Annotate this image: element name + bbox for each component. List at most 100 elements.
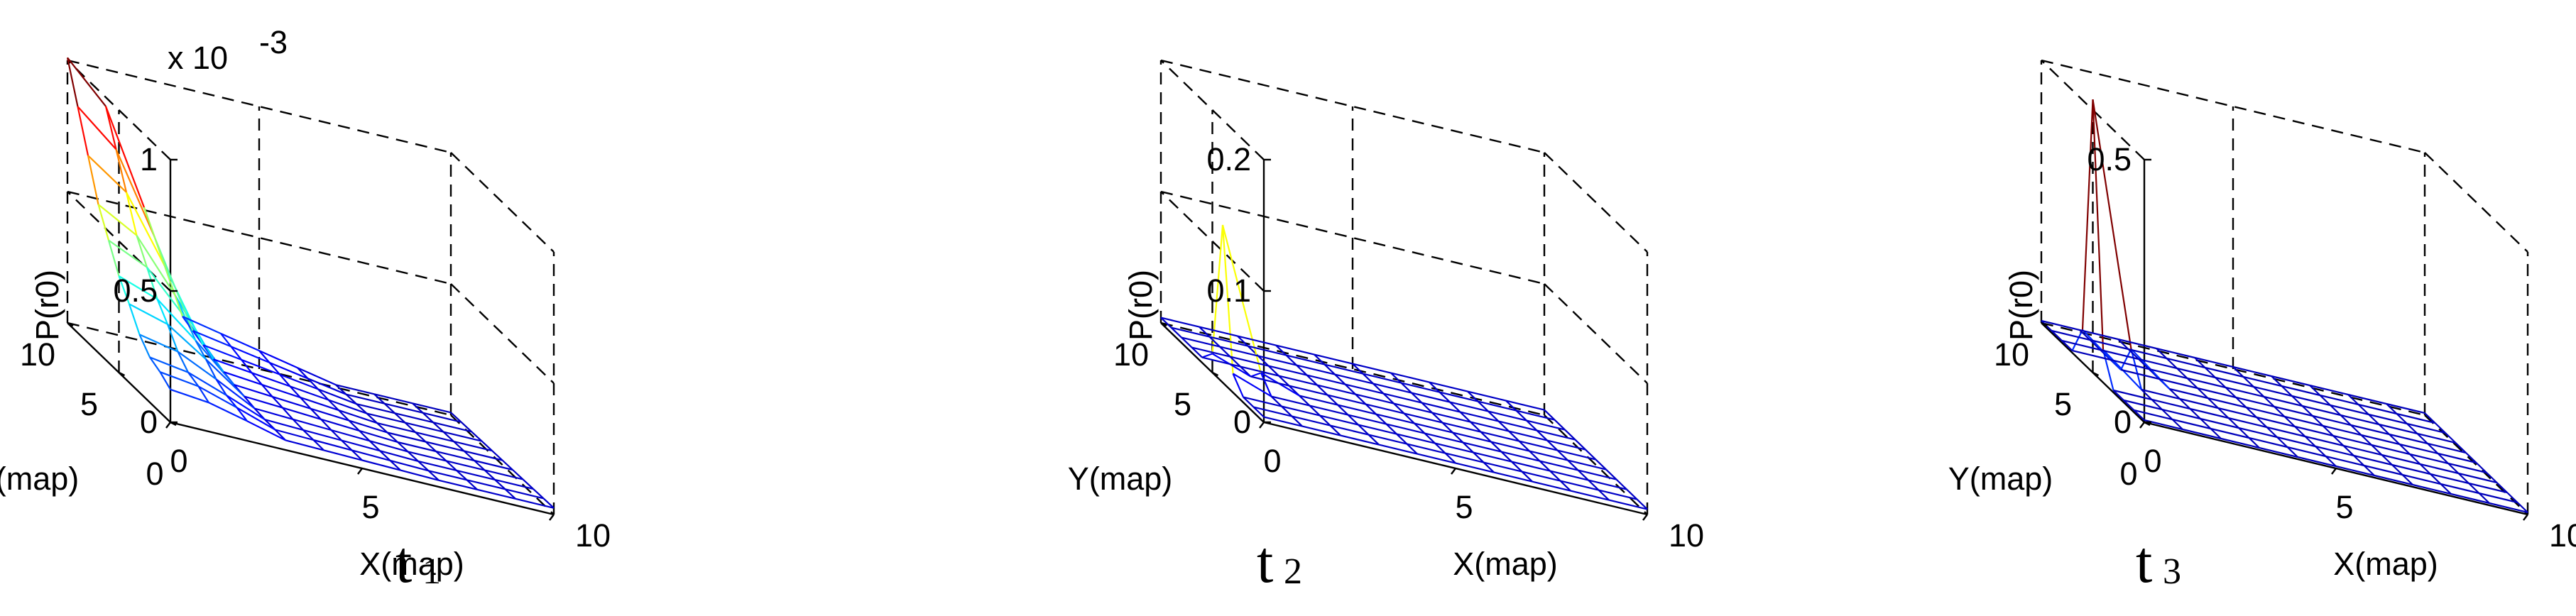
surface-mesh-line	[1444, 452, 1456, 464]
surface-mesh-line	[1289, 385, 1328, 396]
surface-mesh-line	[118, 275, 158, 300]
surface-mesh-line	[2217, 407, 2230, 419]
surface-mesh-line	[356, 403, 395, 414]
surface-mesh-line	[2123, 399, 2163, 411]
surface-mesh-line	[1526, 419, 1566, 431]
surface-mesh-line	[1309, 405, 1321, 417]
surface-mesh-line	[2332, 435, 2345, 446]
surface-mesh-line	[2130, 348, 2143, 390]
surface-mesh-line	[2286, 446, 2298, 458]
surface-mesh-line	[1577, 469, 1589, 481]
surface-mesh-line	[2353, 455, 2365, 466]
surface-mesh-line	[290, 385, 329, 401]
surface-mesh-line	[1560, 480, 1599, 491]
surface-mesh-line	[1467, 390, 1507, 402]
surface-mesh-line	[445, 460, 457, 471]
surface-mesh-line	[187, 372, 200, 387]
surface-mesh-line	[126, 192, 165, 267]
surface-mesh-line	[97, 204, 138, 236]
surface-mesh-line	[2357, 404, 2369, 415]
surface-mesh-line	[435, 451, 447, 462]
surface-mesh-line	[1326, 394, 1338, 406]
surface-mesh-line	[2182, 428, 2222, 440]
surface-mesh-line	[1237, 335, 1249, 347]
z-grid-right	[1544, 283, 1648, 384]
surface-mesh-line	[282, 407, 322, 420]
surface-mesh-line	[1299, 395, 1311, 407]
surface-mesh-line	[2266, 427, 2278, 438]
surface-mesh-line	[2127, 348, 2139, 360]
surface-mesh-line	[310, 407, 349, 422]
panel-label-subscript: 2	[1284, 551, 1302, 592]
x-tick-label: 0	[2144, 443, 2161, 479]
surface-mesh-line	[345, 393, 357, 405]
surface-mesh-line	[1263, 416, 1303, 427]
x-axis-label: X(map)	[359, 546, 464, 582]
surface-mesh-line	[1636, 498, 1648, 510]
surface-mesh-line	[1199, 326, 1211, 338]
surface-mesh-line	[2120, 368, 2160, 380]
surface-mesh-line	[156, 298, 197, 341]
surface-mesh-line	[1529, 450, 1541, 462]
surface-mesh-line	[2232, 365, 2272, 378]
surface-mesh-line	[341, 439, 381, 452]
surface-mesh-line	[471, 431, 483, 442]
surface-mesh-line	[2276, 436, 2288, 448]
surface-mesh-line	[1407, 443, 1446, 454]
surface-mesh-line	[2458, 472, 2497, 484]
surface-mesh-line	[1260, 372, 1272, 397]
surface-mesh-line	[1434, 442, 1446, 454]
surface-mesh-line	[2468, 483, 2480, 494]
y-tick-mark	[1211, 371, 1219, 377]
surface-mesh-line	[2398, 444, 2411, 455]
surface-mesh-line	[2123, 400, 2135, 411]
surface-mesh-line	[1431, 412, 1471, 423]
y-tick-label: 5	[2054, 386, 2072, 422]
surface-mesh-line	[282, 407, 294, 420]
surface-mesh-line	[2276, 436, 2316, 448]
y-tick-label: 0	[146, 456, 163, 492]
surface-mesh-line	[1299, 395, 1338, 406]
surface-mesh-line	[2330, 404, 2369, 416]
surface-mesh-line	[1511, 461, 1523, 473]
surface-mesh-line	[2417, 432, 2456, 444]
surface-mesh-line	[77, 106, 89, 156]
surface-mesh-line	[1306, 374, 1346, 385]
surface-mesh-line	[460, 421, 472, 433]
surface-mesh-line	[251, 372, 263, 385]
surface-mesh-line	[1441, 422, 1453, 434]
y-tick-label: 10	[20, 336, 55, 373]
x-tick-mark	[2331, 468, 2337, 475]
surface-mesh-line	[1539, 460, 1578, 471]
surface-mesh-line	[279, 373, 291, 387]
surface-mesh-line	[2430, 473, 2442, 485]
surface-mesh-line	[2287, 446, 2326, 458]
surface-mesh-line	[484, 469, 523, 480]
surface-mesh-line	[261, 384, 301, 399]
surface-mesh-line	[258, 350, 271, 363]
z-axis-label: P(r0)	[29, 270, 65, 341]
surface-mesh-line	[408, 451, 447, 462]
surface-mesh-line	[2427, 443, 2439, 454]
surface-mesh-line	[1554, 419, 1566, 431]
surface-mesh-line	[156, 298, 169, 325]
surface-mesh-line	[1291, 415, 1303, 427]
surface-mesh-line	[1383, 392, 1422, 404]
surface-mesh-line	[2363, 465, 2375, 476]
surface-mesh-line	[386, 431, 398, 443]
surface-mesh-line	[463, 450, 475, 461]
surface-mesh-line	[1508, 430, 1520, 442]
surface-mesh-line	[2117, 338, 2157, 350]
surface-mesh-line	[2051, 330, 2063, 341]
surface-mesh-line	[1431, 412, 1443, 424]
surface-mesh-line	[1330, 424, 1369, 436]
surface-mesh-line	[1292, 415, 1331, 427]
surface-mesh-line	[1411, 392, 1451, 403]
surface-mesh-line	[2320, 394, 2359, 406]
surface-mesh-line	[2284, 415, 2323, 427]
surface-mesh-line	[1393, 402, 1405, 414]
surface-mesh-line	[2113, 389, 2152, 401]
z-grid-back	[67, 190, 452, 285]
x-tick-mark	[549, 514, 555, 521]
